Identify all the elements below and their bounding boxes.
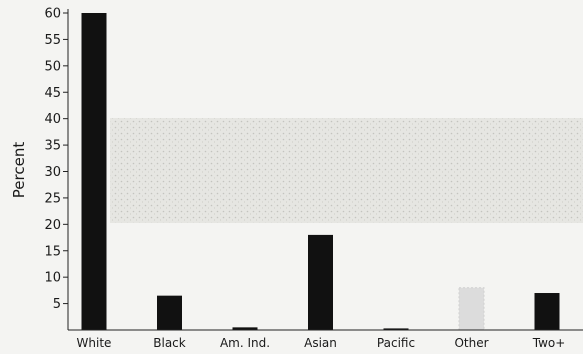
x-category-label: Black (153, 336, 186, 350)
y-tick-label: 10 (44, 271, 61, 286)
bar-other (458, 287, 485, 331)
x-category-label: White (77, 336, 112, 350)
x-category-label: Pacific (377, 336, 415, 350)
y-tick-label: 30 (44, 165, 61, 180)
y-axis: 5 10 15 20 25 30 35 40 45 50 55 60 (44, 7, 69, 330)
y-tick-label: 5 (53, 297, 61, 312)
y-tick-label: 55 (44, 33, 61, 48)
bar-white (81, 13, 107, 330)
y-tick-label: 50 (44, 59, 61, 74)
y-tick-label: 20 (44, 218, 61, 233)
y-tick-label: 60 (44, 7, 61, 22)
x-category-label: Am. Ind. (220, 336, 270, 350)
y-tick-label: 15 (44, 244, 61, 259)
x-axis: White Black Am. Ind. Asian Pacific Other Two+ (68, 329, 583, 350)
bar-black (157, 295, 182, 330)
bar-asian (308, 234, 333, 330)
y-tick-label: 35 (44, 139, 61, 154)
y-tick-label: 25 (44, 191, 61, 206)
background-band (110, 118, 583, 223)
y-tick-label: 40 (44, 112, 61, 127)
x-category-label: Two+ (532, 336, 566, 350)
x-category-label: Asian (304, 336, 337, 350)
x-category-label: Other (454, 336, 488, 350)
y-tick-label: 45 (44, 86, 61, 101)
bar-am-ind (232, 327, 258, 330)
bar-pacific (383, 328, 409, 330)
bar-two (534, 293, 560, 330)
bars-group (81, 13, 560, 331)
y-axis-title: Percent (10, 142, 28, 199)
